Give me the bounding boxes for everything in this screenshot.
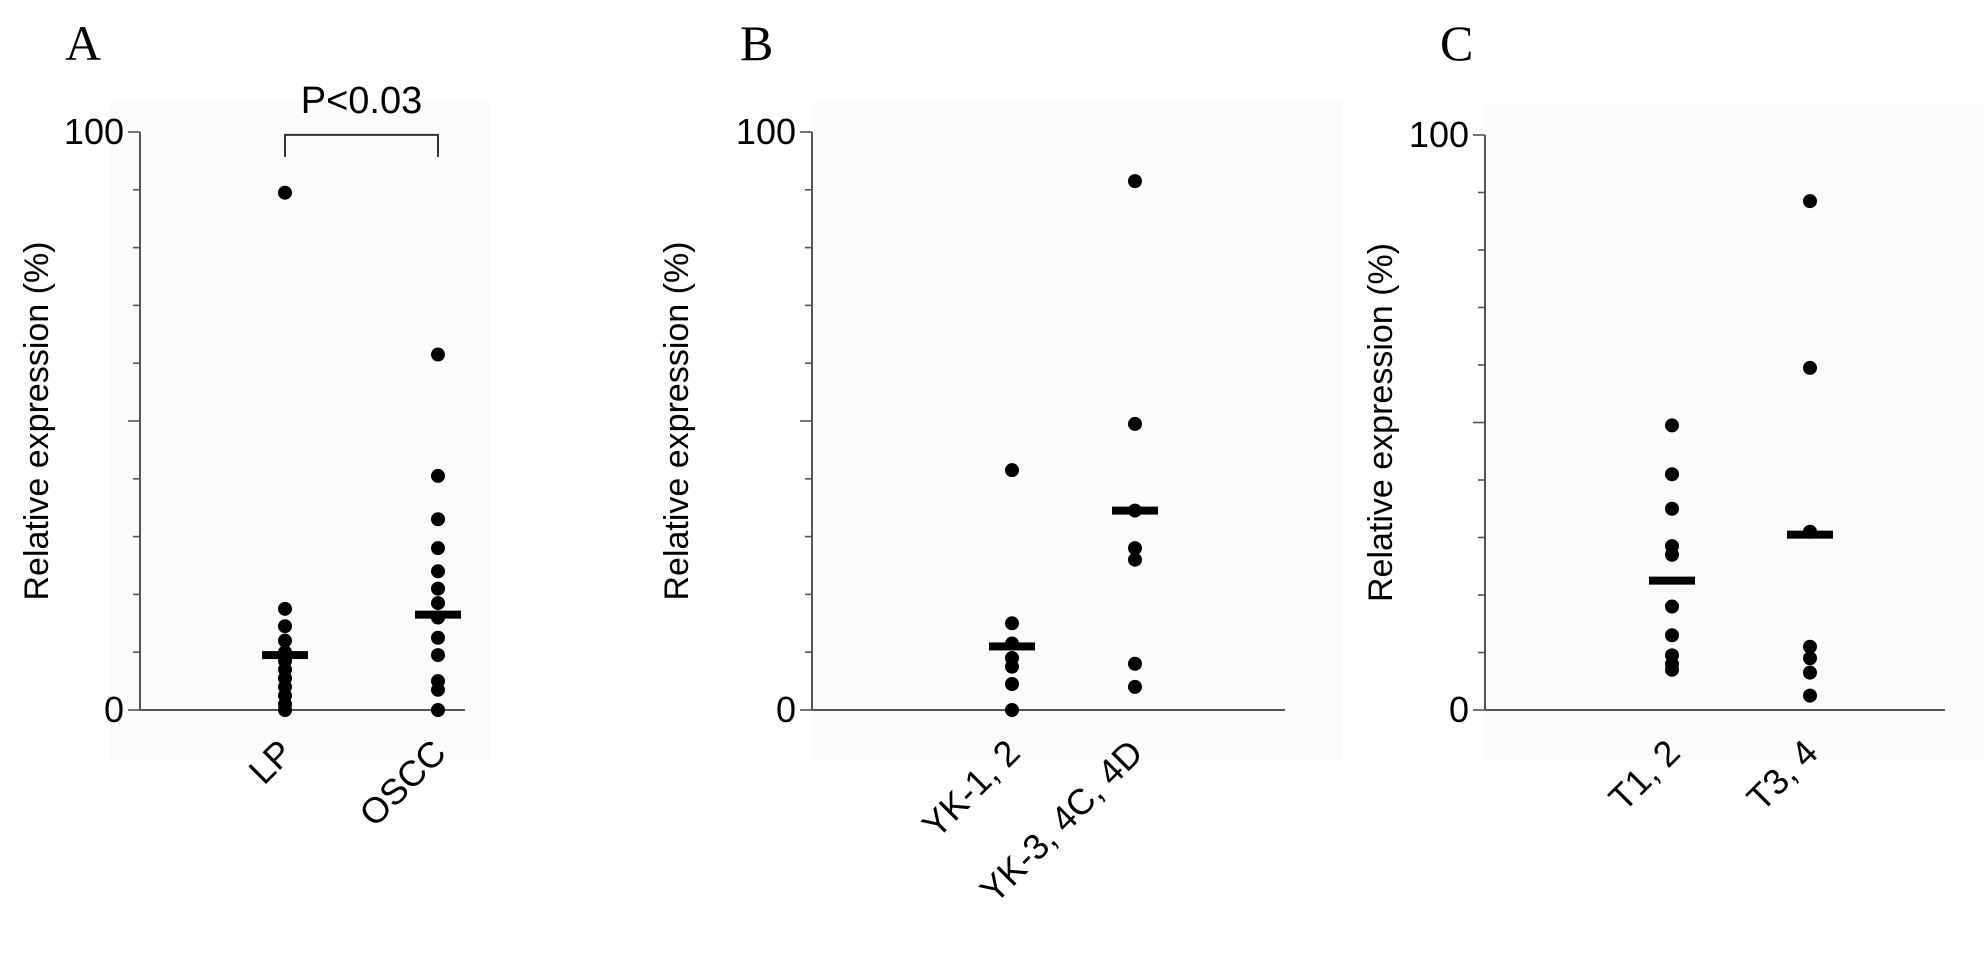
data-point [1128,541,1142,556]
mean-bar [989,642,1035,651]
data-point [1665,418,1679,433]
y-tick-label: 0 [776,689,796,730]
data-point [431,581,445,596]
mean-bar [1649,576,1695,585]
data-point [1665,501,1679,516]
data-point [278,703,292,717]
data-point [278,633,292,648]
plot-area-2 [812,102,1342,760]
data-point [1005,703,1019,717]
data-point [1005,616,1019,631]
significance-label: P<0.03 [301,80,423,122]
data-point [1803,688,1817,703]
y-axis-title: Relative expression (%) [658,241,696,600]
data-point [1005,676,1019,691]
y-tick-label: 100 [736,111,796,152]
data-point [278,601,292,616]
plot-area-1 [110,102,490,760]
significance-bracket [284,133,439,157]
data-point [431,512,445,527]
mean-bar [1112,506,1158,515]
data-point [1665,467,1679,482]
data-point [431,468,445,483]
data-point [1803,665,1817,680]
data-point [1803,651,1817,666]
data-point [278,185,292,200]
data-point [278,619,292,634]
data-point [1803,194,1817,209]
data-point [1665,628,1679,643]
data-point [1128,679,1142,694]
data-point [1005,463,1019,478]
data-point [1803,639,1817,654]
y-tick-label: 0 [1449,689,1469,730]
data-point [431,596,445,611]
data-point [1665,547,1679,562]
plot-area-3 [1485,105,1985,760]
data-point [431,682,445,697]
data-point [1803,360,1817,375]
mean-bar [415,610,461,619]
mean-bar [1787,530,1833,539]
y-tick-label: 100 [1409,114,1469,155]
data-point [1128,174,1142,189]
mean-bar [262,651,308,660]
y-axis-title: Relative expression (%) [18,241,56,600]
data-point [431,347,445,362]
data-point [1128,552,1142,567]
y-axis-title: Relative expression (%) [1362,243,1400,602]
data-point [1665,599,1679,614]
data-point [1005,659,1019,674]
panel-label: A [65,15,101,71]
data-point [1665,662,1679,677]
data-point [431,564,445,579]
data-point [431,648,445,663]
panel-label: B [740,15,773,71]
data-point [1128,416,1142,431]
data-point [431,541,445,556]
panel-label: C [1440,15,1473,71]
data-point [1128,656,1142,671]
data-point [431,630,445,645]
y-tick-label: 0 [104,689,124,730]
data-point [431,703,445,717]
y-tick-label: 100 [64,111,124,152]
